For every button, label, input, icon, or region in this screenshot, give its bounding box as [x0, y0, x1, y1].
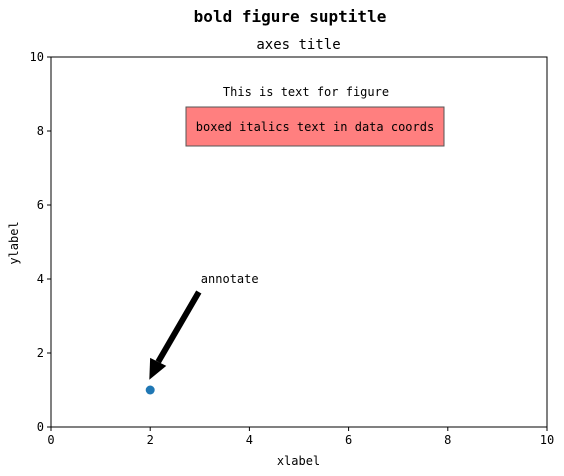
x-tick-label: 2	[147, 433, 154, 447]
y-axis-ticks: 0 2 4 6 8 10	[30, 50, 51, 434]
x-tick-label: 8	[444, 433, 451, 447]
boxed-text: boxed italics text in data coords	[196, 120, 434, 134]
annotation-arrow-head	[149, 357, 167, 380]
boxed-text-background	[185, 106, 445, 147]
y-tick-label: 8	[37, 124, 44, 138]
annotation-arrow	[149, 290, 202, 380]
figure-suptitle: bold figure suptitle	[194, 7, 387, 26]
y-tick-label: 0	[37, 420, 44, 434]
figure-text: This is text for figure	[223, 85, 389, 99]
y-tick-label: 4	[37, 272, 44, 286]
y-tick-label: 10	[30, 50, 44, 64]
axes-title: axes title	[256, 37, 340, 53]
y-tick-label: 6	[37, 198, 44, 212]
annotation-arrow-shaft	[155, 290, 202, 364]
x-tick-label: 6	[345, 433, 352, 447]
y-axis-label: ylabel	[7, 221, 21, 264]
data-point	[145, 385, 155, 395]
x-tick-label: 0	[47, 433, 54, 447]
data-points	[145, 385, 155, 395]
x-tick-label: 10	[540, 433, 554, 447]
annotation-text: annotate	[201, 272, 259, 286]
x-axis-ticks: 0 2 4 6 8 10	[47, 427, 554, 447]
x-axis-label: xlabel	[277, 454, 320, 468]
y-tick-label: 2	[37, 346, 44, 360]
x-tick-label: 4	[246, 433, 253, 447]
